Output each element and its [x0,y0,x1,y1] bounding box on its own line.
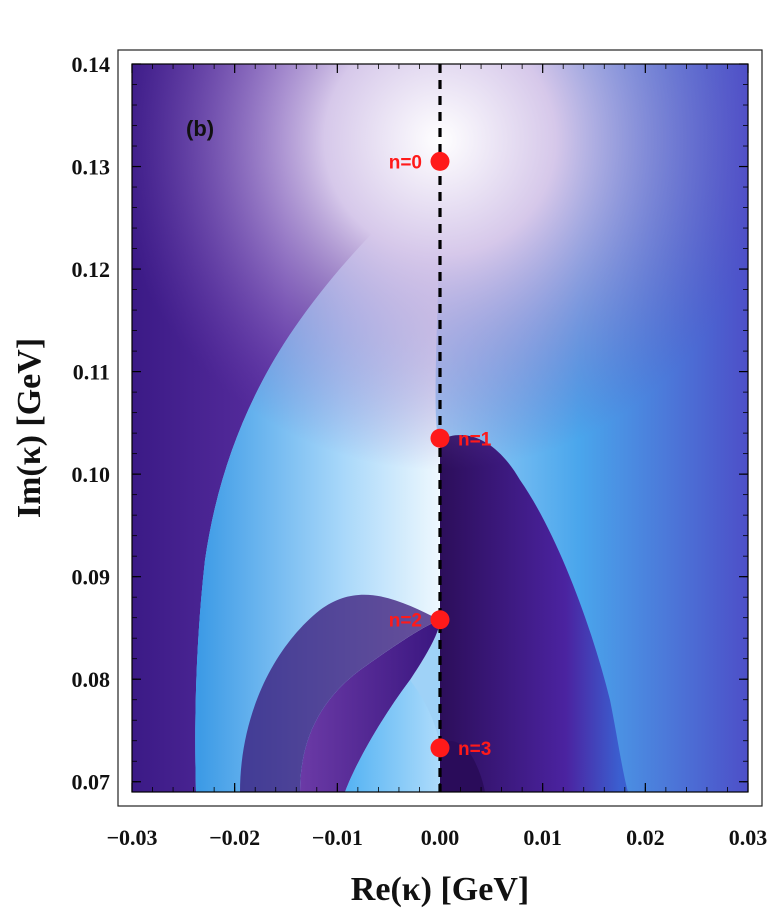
x-axis [131,64,749,792]
y-tick-label: 0.07 [72,770,111,795]
y-tick-label: 0.08 [72,667,111,692]
y-axis [132,63,748,783]
x-tick-label: −0.01 [312,825,363,850]
point-n-0 [430,151,450,171]
y-tick-labels: 0.07 0.08 0.09 0.10 0.11 0.12 0.13 0.14 [72,52,111,795]
x-tick-label: 0.00 [421,825,460,850]
x-tick-label: −0.03 [106,825,157,850]
point-label: n=2 [389,611,422,632]
x-tick-label: 0.03 [729,825,768,850]
x-tick-label: −0.02 [209,825,260,850]
y-axis-label: Im(κ) [GeV] [11,338,48,518]
point-label: n=1 [458,429,492,450]
outer-frame [117,49,763,807]
point-label: n=3 [458,739,491,760]
y-tick-label: 0.09 [72,565,111,590]
y-tick-label: 0.11 [73,360,110,385]
x-tick-label: 0.01 [523,825,562,850]
point-label: n=0 [389,152,422,173]
x-axis-label: Re(κ) [GeV] [351,871,529,908]
point-n-3 [430,738,450,758]
eigenvalue-points: n=0 n=1 n=2 n=3 [389,151,492,760]
x-tick-label: 0.02 [626,825,665,850]
panel-label: (b) [186,116,214,141]
phase-colormap [132,64,748,792]
point-n-2 [430,610,450,630]
y-tick-label: 0.10 [72,462,111,487]
field-top-glow [132,64,748,792]
y-tick-label: 0.14 [72,52,111,77]
y-tick-label: 0.13 [72,155,111,180]
point-n-1 [430,428,450,448]
x-tick-labels: −0.03 −0.02 −0.01 0.00 0.01 0.02 0.03 [106,825,767,850]
y-tick-label: 0.12 [72,257,111,282]
